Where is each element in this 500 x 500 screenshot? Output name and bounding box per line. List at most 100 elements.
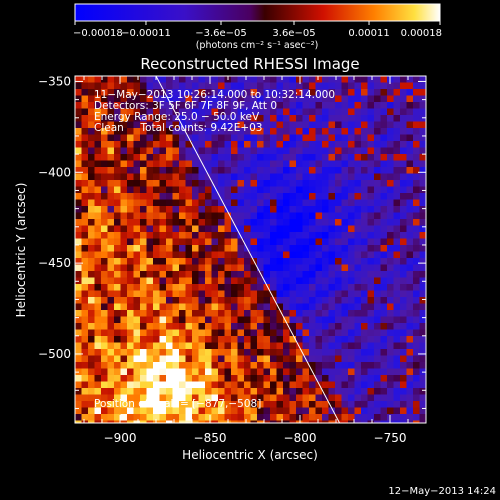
- heatmap-cell: [166, 258, 174, 266]
- heatmap-cell: [328, 407, 336, 415]
- heatmap-cell: [361, 264, 369, 272]
- heatmap-cell: [81, 251, 89, 259]
- heatmap-cell: [400, 193, 408, 201]
- heatmap-cell: [419, 316, 426, 324]
- heatmap-cell: [140, 264, 148, 272]
- heatmap-cell: [419, 245, 426, 253]
- heatmap-cell: [328, 401, 336, 409]
- heatmap-cell: [367, 375, 375, 383]
- heatmap-cell: [88, 414, 96, 422]
- heatmap-cell: [166, 388, 174, 396]
- heatmap-cell: [270, 199, 278, 207]
- heatmap-cell: [185, 336, 193, 344]
- heatmap-cell: [133, 342, 141, 350]
- heatmap-cell: [335, 82, 343, 90]
- heatmap-cell: [348, 95, 356, 103]
- heatmap-cell: [283, 401, 291, 409]
- heatmap-cell: [127, 154, 135, 162]
- heatmap-cell: [348, 362, 356, 370]
- heatmap-cell: [192, 303, 200, 311]
- heatmap-cell: [211, 297, 219, 305]
- heatmap-cell: [159, 368, 167, 376]
- heatmap-cell: [205, 206, 213, 214]
- heatmap-cell: [107, 258, 115, 266]
- heatmap-cell: [218, 245, 226, 253]
- heatmap-cell: [81, 121, 89, 129]
- heatmap-cell: [276, 362, 284, 370]
- heatmap-cell: [107, 147, 115, 155]
- heatmap-cell: [302, 336, 310, 344]
- heatmap-cell: [257, 199, 265, 207]
- heatmap-cell: [374, 147, 382, 155]
- heatmap-cell: [322, 160, 330, 168]
- heatmap-cell: [335, 264, 343, 272]
- heatmap-cell: [374, 401, 382, 409]
- heatmap-cell: [198, 95, 206, 103]
- heatmap-cell: [250, 407, 258, 415]
- heatmap-cell: [224, 238, 232, 246]
- heatmap-cell: [393, 258, 401, 266]
- heatmap-cell: [348, 115, 356, 123]
- heatmap-cell: [289, 147, 297, 155]
- heatmap-cell: [88, 258, 96, 266]
- heatmap-cell: [289, 414, 297, 422]
- heatmap-cell: [224, 193, 232, 201]
- heatmap-cell: [374, 303, 382, 311]
- heatmap-cell: [387, 251, 395, 259]
- heatmap-cell: [94, 219, 102, 227]
- heatmap-cell: [406, 401, 414, 409]
- heatmap-cell: [283, 271, 291, 279]
- heatmap-cell: [250, 349, 258, 357]
- heatmap-cell: [185, 362, 193, 370]
- heatmap-cell: [75, 95, 83, 103]
- heatmap-cell: [289, 232, 297, 240]
- colorbar-tick-label: 0.00011: [348, 28, 389, 39]
- heatmap-cell: [348, 401, 356, 409]
- heatmap-cell: [400, 303, 408, 311]
- heatmap-cell: [413, 264, 421, 272]
- heatmap-cell: [406, 102, 414, 110]
- heatmap-cell: [211, 407, 219, 415]
- heatmap-cell: [127, 95, 135, 103]
- heatmap-cell: [263, 167, 271, 175]
- heatmap-cell: [367, 115, 375, 123]
- heatmap-cell: [153, 258, 161, 266]
- heatmap-cell: [276, 173, 284, 181]
- heatmap-cell: [172, 316, 180, 324]
- heatmap-cell: [263, 89, 271, 97]
- heatmap-cell: [231, 284, 239, 292]
- heatmap-cell: [153, 128, 161, 136]
- heatmap-cell: [244, 115, 252, 123]
- heatmap-cell: [276, 271, 284, 279]
- heatmap-cell: [192, 329, 200, 337]
- heatmap-cell: [172, 173, 180, 181]
- heatmap-cell: [81, 336, 89, 344]
- heatmap-cell: [289, 251, 297, 259]
- heatmap-cell: [166, 355, 174, 363]
- heatmap-cell: [380, 89, 388, 97]
- heatmap-cell: [270, 290, 278, 298]
- heatmap-cell: [380, 375, 388, 383]
- heatmap-cell: [263, 258, 271, 266]
- heatmap-cell: [88, 134, 96, 142]
- heatmap-cell: [140, 102, 148, 110]
- heatmap-cell: [120, 271, 128, 279]
- heatmap-cell: [361, 89, 369, 97]
- heatmap-cell: [387, 355, 395, 363]
- heatmap-cell: [250, 362, 258, 370]
- heatmap-cell: [322, 232, 330, 240]
- heatmap-cell: [380, 154, 388, 162]
- heatmap-cell: [166, 147, 174, 155]
- heatmap-cell: [75, 115, 83, 123]
- heatmap-cell: [120, 154, 128, 162]
- heatmap-cell: [276, 310, 284, 318]
- heatmap-cell: [315, 336, 323, 344]
- heatmap-cell: [185, 206, 193, 214]
- heatmap-cell: [348, 147, 356, 155]
- heatmap-cell: [114, 232, 122, 240]
- heatmap-cell: [114, 277, 122, 285]
- heatmap-cell: [153, 297, 161, 305]
- heatmap-cell: [354, 349, 362, 357]
- heatmap-cell: [289, 173, 297, 181]
- heatmap-cell: [159, 303, 167, 311]
